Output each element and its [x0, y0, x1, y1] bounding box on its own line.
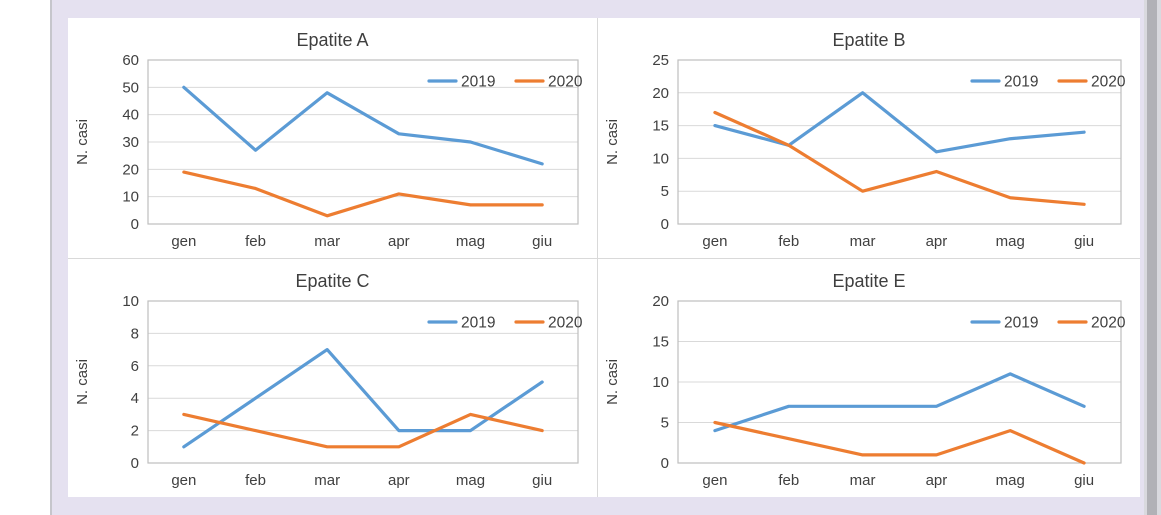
svg-text:apr: apr: [388, 233, 410, 250]
svg-text:apr: apr: [388, 472, 410, 489]
svg-text:20: 20: [652, 293, 669, 310]
svg-text:gen: gen: [171, 233, 196, 250]
svg-text:feb: feb: [778, 472, 799, 489]
charts-grid: Epatite A 0 10 20 30 40 50 60 N. casi gen feb mar ap…: [68, 18, 1140, 497]
epatite-a-chart-cell: Epatite A 0 10 20 30 40 50 60 N. casi gen feb mar ap…: [68, 18, 597, 258]
svg-text:2020: 2020: [1091, 315, 1126, 332]
svg-text:mag: mag: [996, 472, 1025, 489]
svg-text:mag: mag: [996, 233, 1025, 250]
svg-text:Epatite B: Epatite B: [832, 30, 905, 50]
svg-text:2019: 2019: [1004, 315, 1038, 332]
svg-text:feb: feb: [245, 472, 266, 489]
svg-text:0: 0: [131, 216, 139, 233]
svg-text:2019: 2019: [461, 74, 495, 91]
svg-text:gen: gen: [702, 472, 727, 489]
svg-text:N. casi: N. casi: [604, 359, 621, 405]
svg-text:gen: gen: [171, 472, 196, 489]
vertical-scrollbar[interactable]: [1144, 0, 1161, 515]
svg-text:mar: mar: [314, 233, 340, 250]
svg-text:15: 15: [652, 118, 669, 135]
epatite-b-line-chart: Epatite B 0 5 10 15 20 25 N. casi gen feb mar apr ma…: [604, 30, 1126, 250]
svg-text:feb: feb: [778, 233, 799, 250]
svg-text:giu: giu: [532, 472, 552, 489]
svg-text:15: 15: [652, 334, 669, 351]
svg-text:Epatite A: Epatite A: [296, 30, 368, 50]
svg-text:20: 20: [652, 85, 669, 102]
svg-text:giu: giu: [532, 233, 552, 250]
svg-text:gen: gen: [702, 233, 727, 250]
svg-text:N. casi: N. casi: [74, 359, 91, 405]
svg-text:giu: giu: [1074, 472, 1094, 489]
svg-text:mar: mar: [314, 472, 340, 489]
scrollbar-thumb[interactable]: [1147, 0, 1157, 515]
svg-text:50: 50: [122, 79, 139, 96]
svg-text:giu: giu: [1074, 233, 1094, 250]
svg-text:20: 20: [122, 161, 139, 178]
svg-text:10: 10: [122, 189, 139, 206]
svg-text:2020: 2020: [1091, 74, 1126, 91]
svg-text:mar: mar: [850, 472, 876, 489]
left-divider-line: [50, 0, 52, 515]
epatite-e-line-chart: Epatite E 0 5 10 15 20 N. casi gen feb mar apr mag g…: [604, 271, 1126, 489]
svg-text:mag: mag: [456, 233, 485, 250]
svg-text:5: 5: [661, 415, 669, 432]
svg-text:N. casi: N. casi: [604, 119, 621, 165]
svg-text:0: 0: [131, 455, 139, 472]
svg-text:2019: 2019: [1004, 74, 1038, 91]
epatite-e-chart-cell: Epatite E 0 5 10 15 20 N. casi gen feb mar apr mag g…: [598, 259, 1140, 497]
svg-text:2020: 2020: [548, 74, 583, 91]
svg-text:10: 10: [652, 374, 669, 391]
svg-text:N. casi: N. casi: [74, 119, 91, 165]
epatite-b-chart-cell: Epatite B 0 5 10 15 20 25 N. casi gen feb mar apr ma…: [598, 18, 1140, 258]
svg-text:2019: 2019: [461, 315, 495, 332]
svg-text:6: 6: [131, 358, 139, 375]
svg-text:60: 60: [122, 52, 139, 69]
svg-text:10: 10: [652, 150, 669, 167]
svg-text:mar: mar: [850, 233, 876, 250]
svg-text:4: 4: [131, 390, 139, 407]
svg-text:2020: 2020: [548, 315, 583, 332]
epatite-a-line-chart: Epatite A 0 10 20 30 40 50 60 N. casi gen feb mar ap…: [74, 30, 583, 250]
svg-text:8: 8: [131, 325, 139, 342]
left-margin: [0, 0, 50, 515]
epatite-c-line-chart: Epatite C 0 2 4 6 8 10 N. casi gen feb mar apr mag gi…: [74, 271, 583, 489]
svg-text:Epatite C: Epatite C: [295, 271, 369, 291]
svg-text:feb: feb: [245, 233, 266, 250]
svg-text:10: 10: [122, 293, 139, 310]
svg-text:0: 0: [661, 216, 669, 233]
svg-text:40: 40: [122, 107, 139, 124]
svg-text:mag: mag: [456, 472, 485, 489]
svg-text:Epatite E: Epatite E: [832, 271, 905, 291]
svg-text:30: 30: [122, 134, 139, 151]
svg-text:apr: apr: [926, 472, 948, 489]
svg-text:apr: apr: [926, 233, 948, 250]
svg-text:25: 25: [652, 52, 669, 69]
epatite-c-chart-cell: Epatite C 0 2 4 6 8 10 N. casi gen feb mar apr mag gi…: [68, 259, 597, 497]
svg-text:0: 0: [661, 455, 669, 472]
svg-text:2: 2: [131, 423, 139, 440]
svg-text:5: 5: [661, 183, 669, 200]
